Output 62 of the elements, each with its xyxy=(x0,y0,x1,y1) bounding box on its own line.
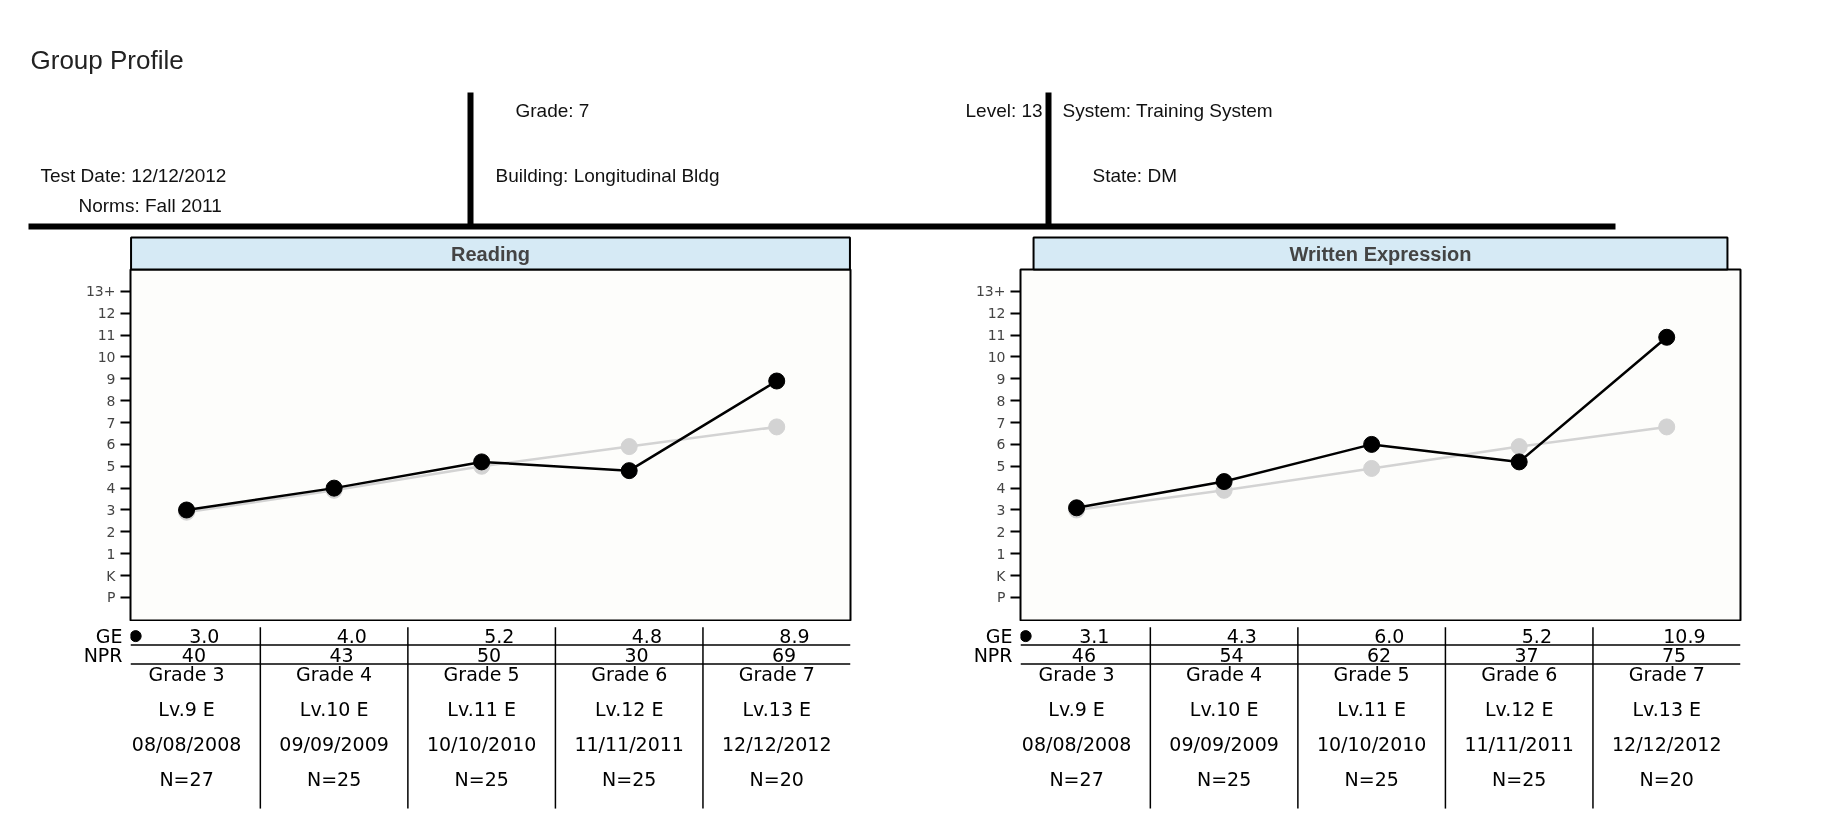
y-tick-label: 5 xyxy=(996,458,1006,475)
text: Level: 13 xyxy=(965,100,1043,121)
x-tick-label: Grade 5 Lv.11 E 10/10/2010 N=25 xyxy=(1316,663,1427,791)
text: Group Profile xyxy=(30,44,184,75)
y-tick-label: 5 xyxy=(106,458,116,475)
y-tick-label: 11 xyxy=(987,327,1006,344)
y-tick-label: K xyxy=(996,567,1007,584)
y-tick-label: 1 xyxy=(106,545,116,562)
y-tick-label: 13+ xyxy=(85,283,116,300)
y-tick-label: 4 xyxy=(106,480,116,497)
point xyxy=(1363,435,1381,453)
y-tick-label: 2 xyxy=(996,523,1006,540)
chart-title: Written Expression xyxy=(1289,242,1472,265)
y-tick-label: 9 xyxy=(996,370,1006,387)
x-tick-label: Grade 4 Lv.10 E 09/09/2009 N=25 xyxy=(279,663,389,791)
y-tick-label: 12 xyxy=(987,305,1006,322)
y-tick-label: 6 xyxy=(996,436,1006,453)
y-tick-label: 8 xyxy=(996,392,1006,409)
y-tick-label: 4 xyxy=(996,480,1006,497)
y-tick-label: 10 xyxy=(987,348,1006,365)
point xyxy=(768,372,786,390)
point xyxy=(1658,328,1676,346)
y-tick-label: 13+ xyxy=(975,283,1006,300)
chart-title: Reading xyxy=(451,242,530,265)
text: Grade: 7 xyxy=(515,100,590,121)
point xyxy=(768,418,786,436)
y-tick-label: 12 xyxy=(97,305,116,322)
y-tick-label: 2 xyxy=(106,523,116,540)
x-tick-label: Grade 6 Lv.12 E 11/11/2011 N=25 xyxy=(1464,663,1574,791)
point xyxy=(1510,438,1528,456)
point xyxy=(1215,473,1233,491)
y-tick-label: 1 xyxy=(996,545,1006,562)
text: State: DM xyxy=(1092,165,1177,186)
x-tick-label: Grade 6 Lv.12 E 11/11/2011 N=25 xyxy=(574,663,684,791)
point xyxy=(620,462,638,480)
x-tick-label: Grade 7 Lv.13 E 12/12/2012 N=20 xyxy=(1611,663,1722,791)
x-tick-label: Grade 3 Lv.9 E 08/08/2008 N=27 xyxy=(1021,663,1132,791)
x-tick-label: Grade 4 Lv.10 E 09/09/2009 N=25 xyxy=(1169,663,1279,791)
y-tick-label: 9 xyxy=(106,370,116,387)
y-tick-label: 3 xyxy=(996,502,1006,518)
y-tick-label: P xyxy=(997,589,1006,606)
y-tick-label: 3 xyxy=(106,502,116,518)
text: Building: Longitudinal Bldg xyxy=(495,165,720,186)
x-tick-label: Grade 7 Lv.13 E 12/12/2012 N=20 xyxy=(721,663,832,791)
y-tick-label: K xyxy=(106,567,117,584)
text: Norms: Fall 2011 xyxy=(78,195,222,216)
point xyxy=(1363,459,1381,477)
y-tick-label: 11 xyxy=(97,327,116,344)
x-tick-label: Grade 5 Lv.11 E 10/10/2010 N=25 xyxy=(426,663,537,791)
x-tick-label: Grade 3 Lv.9 E 08/08/2008 N=27 xyxy=(131,663,242,791)
y-tick-label: P xyxy=(107,589,116,606)
y-tick-label: 7 xyxy=(106,414,116,431)
point xyxy=(1510,453,1528,471)
point xyxy=(1658,418,1676,436)
y-tick-label: 7 xyxy=(996,414,1006,431)
y-tick-label: 8 xyxy=(106,392,116,409)
point xyxy=(473,453,491,471)
y-tick-label: 6 xyxy=(106,436,116,453)
text: Test Date: 12/12/2012 xyxy=(40,165,227,186)
text: System: Training System xyxy=(1062,100,1273,121)
y-tick-label: 10 xyxy=(97,348,116,365)
point xyxy=(620,438,638,456)
